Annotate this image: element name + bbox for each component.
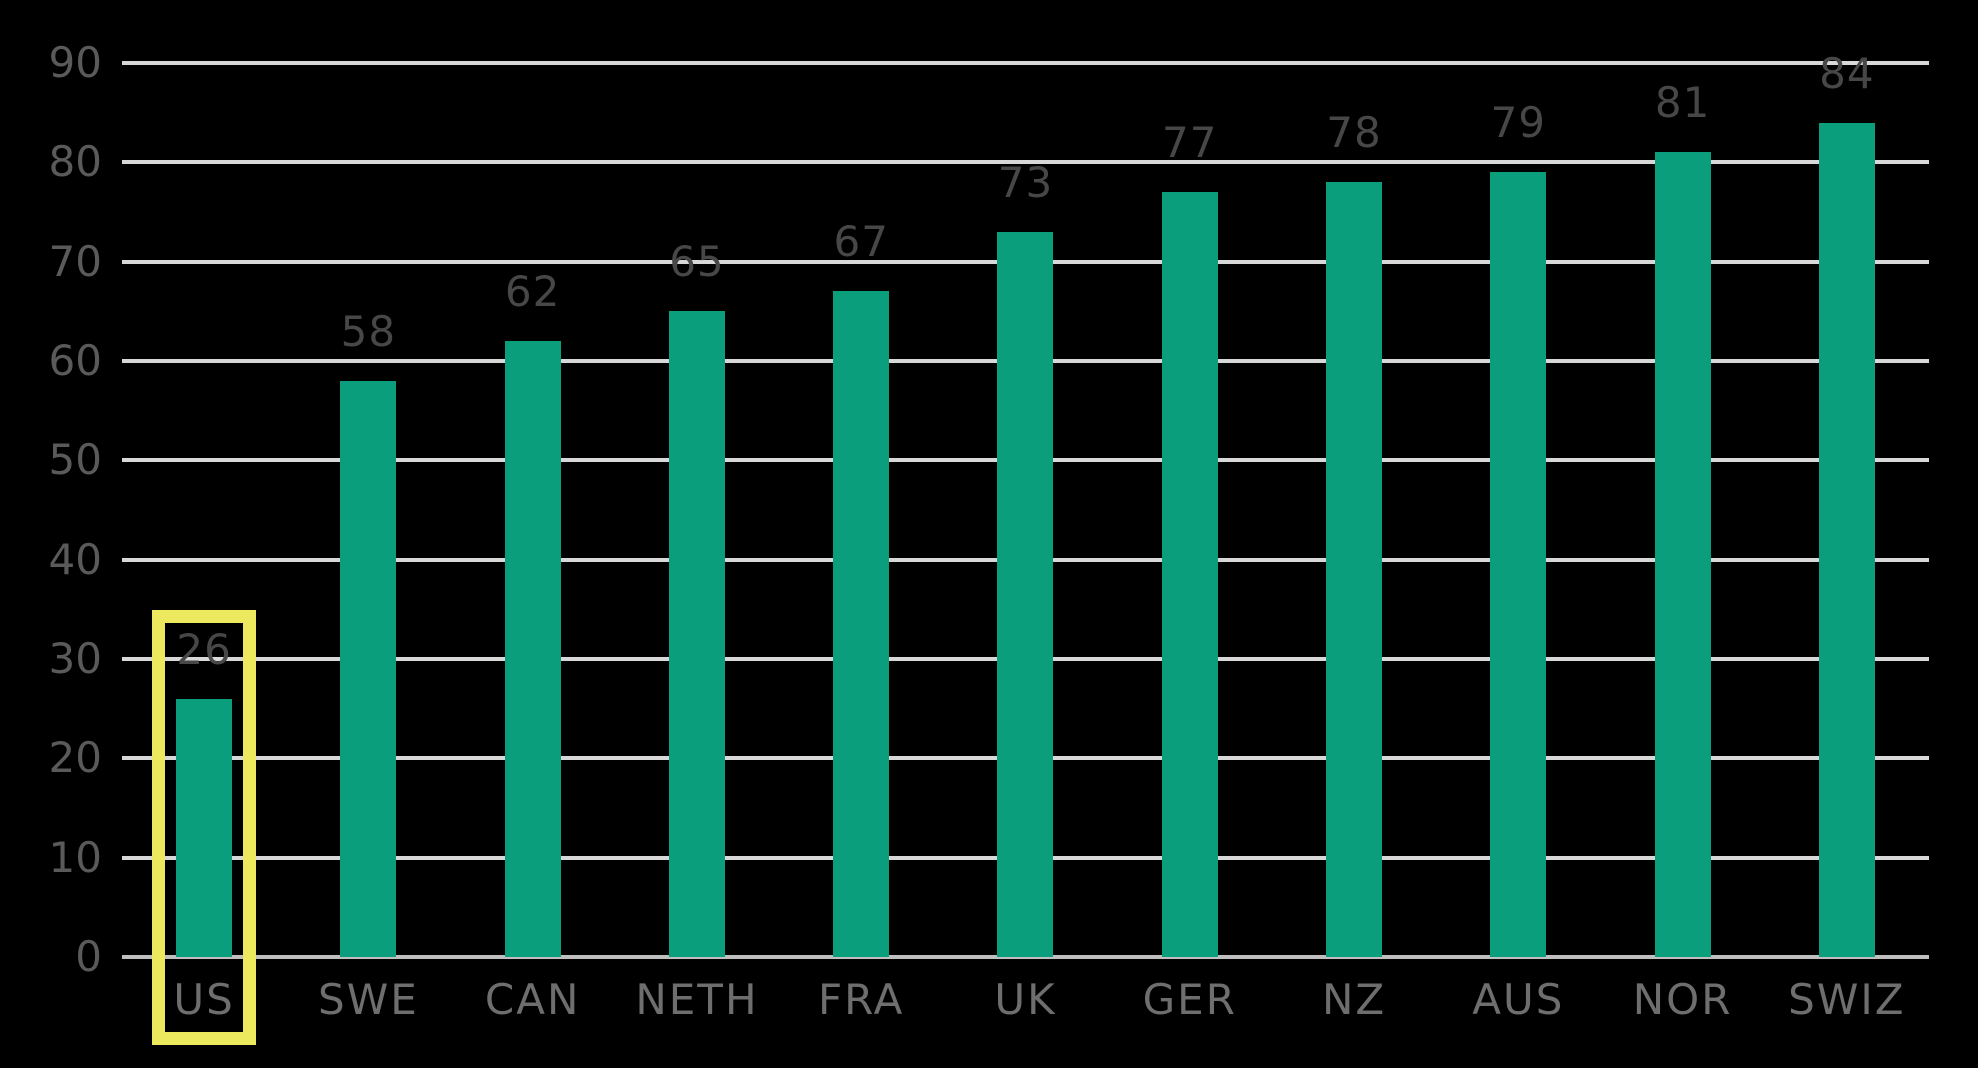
y-tick-label-20: 20 (48, 733, 102, 783)
bar-nz (1326, 182, 1383, 957)
bar-value-label-uk: 73 (997, 157, 1054, 207)
y-tick-label-60: 60 (48, 336, 102, 385)
y-tick-label-50: 50 (48, 435, 102, 485)
x-axis-label-neth: NETH (635, 975, 759, 1024)
bar-can (504, 341, 561, 957)
y-tick-label-10: 10 (48, 832, 102, 882)
bar-column-uk: 73 (943, 63, 1107, 957)
y-tick-label-80: 80 (48, 137, 102, 187)
bar-ger (1161, 192, 1218, 957)
bar-value-label-fra: 67 (833, 217, 889, 267)
bar-fra (833, 291, 890, 957)
gridline-0 (122, 955, 1929, 959)
bar-column-us: 26 (122, 63, 286, 957)
bar-value-label-us: 26 (176, 624, 232, 674)
bar-us (176, 698, 233, 957)
bar-swiz (1818, 122, 1875, 957)
bar-uk (997, 231, 1054, 957)
y-tick-label-30: 30 (48, 634, 102, 683)
bar-value-label-neth: 65 (669, 237, 725, 287)
bar-column-nz: 78 (1272, 63, 1436, 957)
x-axis-label-ger: GER (1142, 975, 1237, 1024)
bar-column-swe: 58 (286, 63, 450, 957)
bar-value-label-aus: 79 (1490, 98, 1547, 148)
x-axis-label-uk: UK (994, 975, 1057, 1024)
bar-column-fra: 67 (779, 63, 943, 957)
bar-value-label-can: 62 (504, 267, 561, 317)
gridline-80 (122, 160, 1929, 165)
bar-column-nor: 81 (1600, 63, 1764, 957)
bar-value-label-swiz: 84 (1819, 48, 1875, 98)
x-axis-label-aus: AUS (1472, 975, 1565, 1024)
bar-column-aus: 79 (1436, 63, 1600, 957)
gridline-90 (122, 61, 1929, 65)
bar-nor (1654, 152, 1711, 957)
bar-column-swiz: 84 (1765, 52, 1929, 957)
y-tick-label-90: 90 (48, 38, 102, 87)
x-axis-label-us: US (173, 975, 235, 1024)
x-axis-label-nor: NOR (1632, 975, 1733, 1024)
x-axis-label-can: CAN (484, 975, 581, 1024)
bar-column-can: 62 (451, 63, 615, 957)
bar-value-label-swe: 58 (340, 306, 397, 356)
plot-area: 26 58 62 65 67 73 77 78 79 81 84 (122, 52, 1929, 959)
y-tick-label-70: 70 (48, 236, 102, 286)
y-tick-label-40: 40 (48, 534, 102, 584)
bar-swe (340, 380, 397, 957)
bar-neth (668, 311, 725, 957)
bar-value-label-nz: 78 (1326, 108, 1382, 158)
x-axis-label-fra: FRA (818, 975, 905, 1024)
y-tick-label-0: 0 (75, 932, 102, 981)
us-highlight-box (152, 610, 257, 1045)
bar-value-label-nor: 81 (1654, 78, 1711, 128)
bar-aus (1490, 172, 1547, 957)
x-axis-labels: US SWE CAN NETH FRA UK GER NZ AUS NOR SWIZ (122, 957, 1929, 1047)
x-axis-label-swe: SWE (318, 975, 419, 1024)
bar-value-label-ger: 77 (1162, 118, 1218, 168)
x-axis-label-nz: NZ (1321, 975, 1387, 1024)
bar-column-ger: 77 (1108, 63, 1272, 957)
bar-column-neth: 65 (615, 63, 779, 957)
x-axis-label-swiz: SWIZ (1788, 975, 1906, 1024)
